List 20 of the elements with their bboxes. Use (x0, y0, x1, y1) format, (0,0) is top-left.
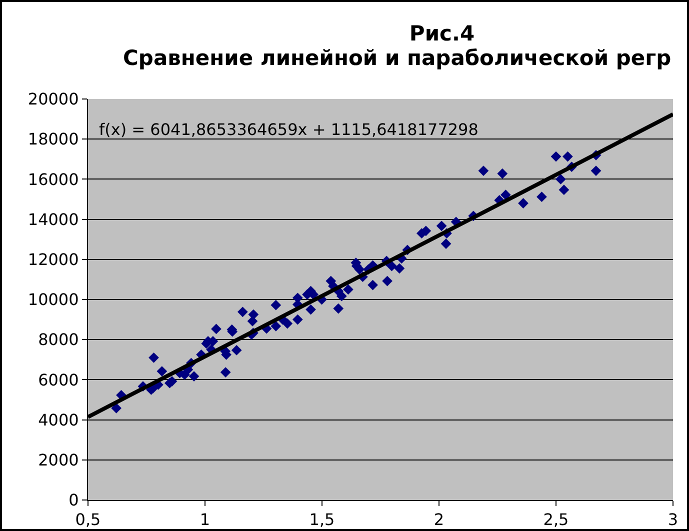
y-tick-label: 0 (68, 490, 79, 510)
y-tick-label: 18000 (28, 130, 79, 149)
y-tick-label: 8000 (38, 330, 79, 350)
x-tick-label: 2,5 (543, 510, 569, 530)
x-tick-label: 2 (434, 510, 444, 530)
chart-title: Рис.4 (409, 21, 475, 46)
chart-subtitle: Сравнение линейной и параболической регр (123, 46, 672, 70)
y-tick-label: 10000 (28, 290, 79, 310)
annotation: f(x) = 6041,8653364659x + 1115,6418177298 (99, 120, 478, 139)
y-tick-label: 20000 (28, 90, 79, 109)
y-tick-label: 14000 (28, 210, 79, 229)
y-tick-label: 12000 (28, 250, 79, 269)
x-tick-label: 3 (668, 510, 678, 530)
y-tick-label: 16000 (28, 170, 79, 189)
y-tick-label: 2000 (38, 450, 79, 470)
x-tick-label: 1,5 (309, 510, 335, 530)
x-tick-label: 0,5 (75, 510, 101, 530)
x-tick-label: 1 (200, 510, 210, 530)
y-tick-label: 6000 (38, 370, 79, 390)
y-tick-label: 4000 (38, 410, 79, 430)
